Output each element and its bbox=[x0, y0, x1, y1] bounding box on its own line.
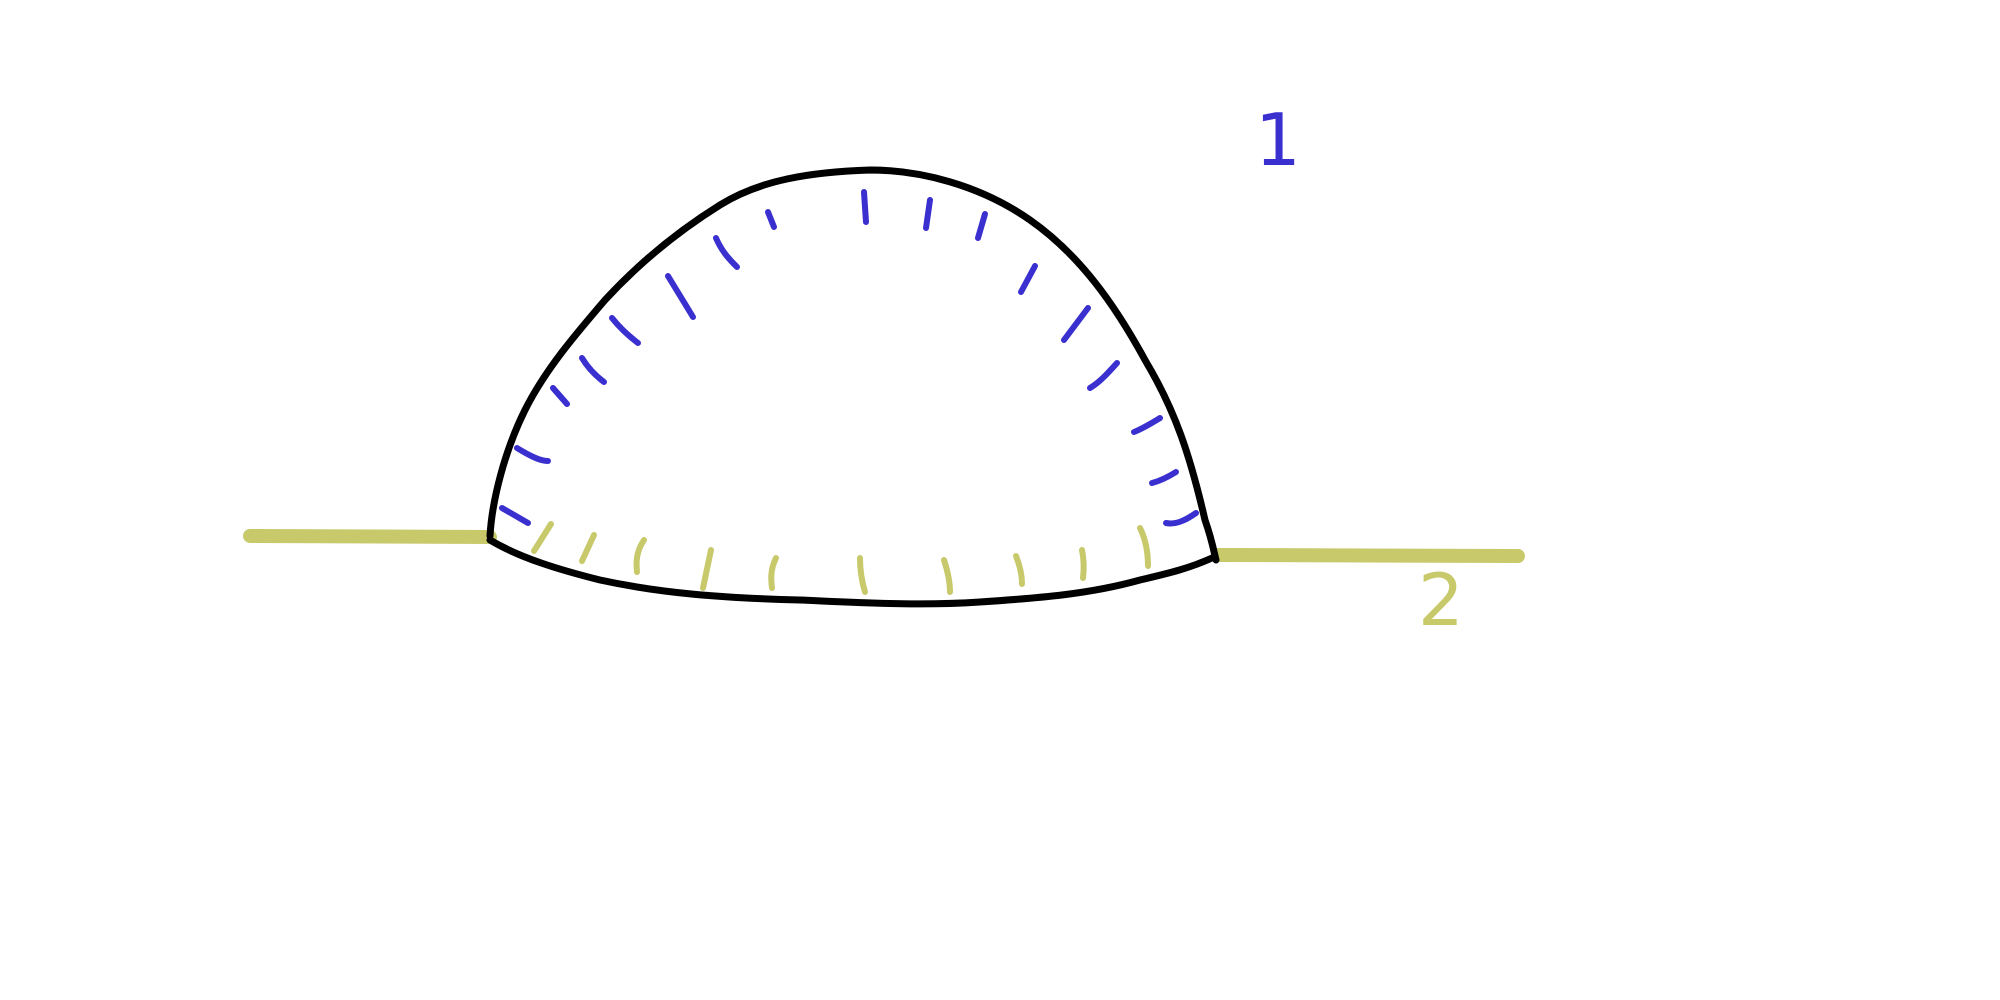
hatch-mark bbox=[579, 532, 597, 564]
region-1-label: 1 bbox=[1255, 98, 1301, 182]
hatch-mark bbox=[514, 445, 551, 464]
hatch-mark bbox=[579, 355, 607, 385]
hatch-mark bbox=[713, 235, 740, 270]
hatch-mark bbox=[765, 209, 777, 230]
hatch-mark bbox=[923, 197, 933, 231]
lower-arc-boundary bbox=[486, 536, 1216, 608]
hatch-mark bbox=[550, 385, 570, 407]
hatch-mark bbox=[857, 555, 868, 595]
left-line bbox=[243, 529, 497, 544]
hatch-mark bbox=[1061, 305, 1091, 343]
hatch-mark bbox=[1013, 553, 1025, 587]
hatch-mark bbox=[633, 537, 647, 575]
hatch-mark bbox=[499, 505, 531, 526]
lens-boundary bbox=[486, 166, 1220, 608]
upper-hatching bbox=[499, 189, 1199, 527]
hatch-mark bbox=[1087, 360, 1120, 391]
hatch-mark bbox=[1018, 263, 1038, 295]
right-line bbox=[1211, 548, 1525, 563]
hatch-mark bbox=[975, 211, 988, 241]
lower-hatching bbox=[531, 521, 1151, 595]
hatch-mark bbox=[1131, 415, 1163, 435]
hatch-mark bbox=[1163, 510, 1199, 527]
upper-arc-boundary bbox=[486, 166, 1220, 564]
hatch-mark bbox=[609, 315, 641, 346]
hatch-mark bbox=[700, 547, 714, 591]
hatch-mark bbox=[665, 273, 696, 320]
region-2-label: 2 bbox=[1418, 558, 1464, 642]
hatch-mark bbox=[1079, 547, 1087, 581]
hatch-mark bbox=[768, 555, 779, 591]
hatch-mark bbox=[1137, 525, 1151, 569]
hatch-mark bbox=[861, 189, 869, 225]
hatch-mark bbox=[1149, 469, 1179, 486]
hatch-mark bbox=[941, 557, 953, 595]
region-2-lines bbox=[243, 529, 1525, 563]
hatch-mark bbox=[531, 521, 554, 554]
region-labels: 1 2 bbox=[1255, 98, 1464, 642]
